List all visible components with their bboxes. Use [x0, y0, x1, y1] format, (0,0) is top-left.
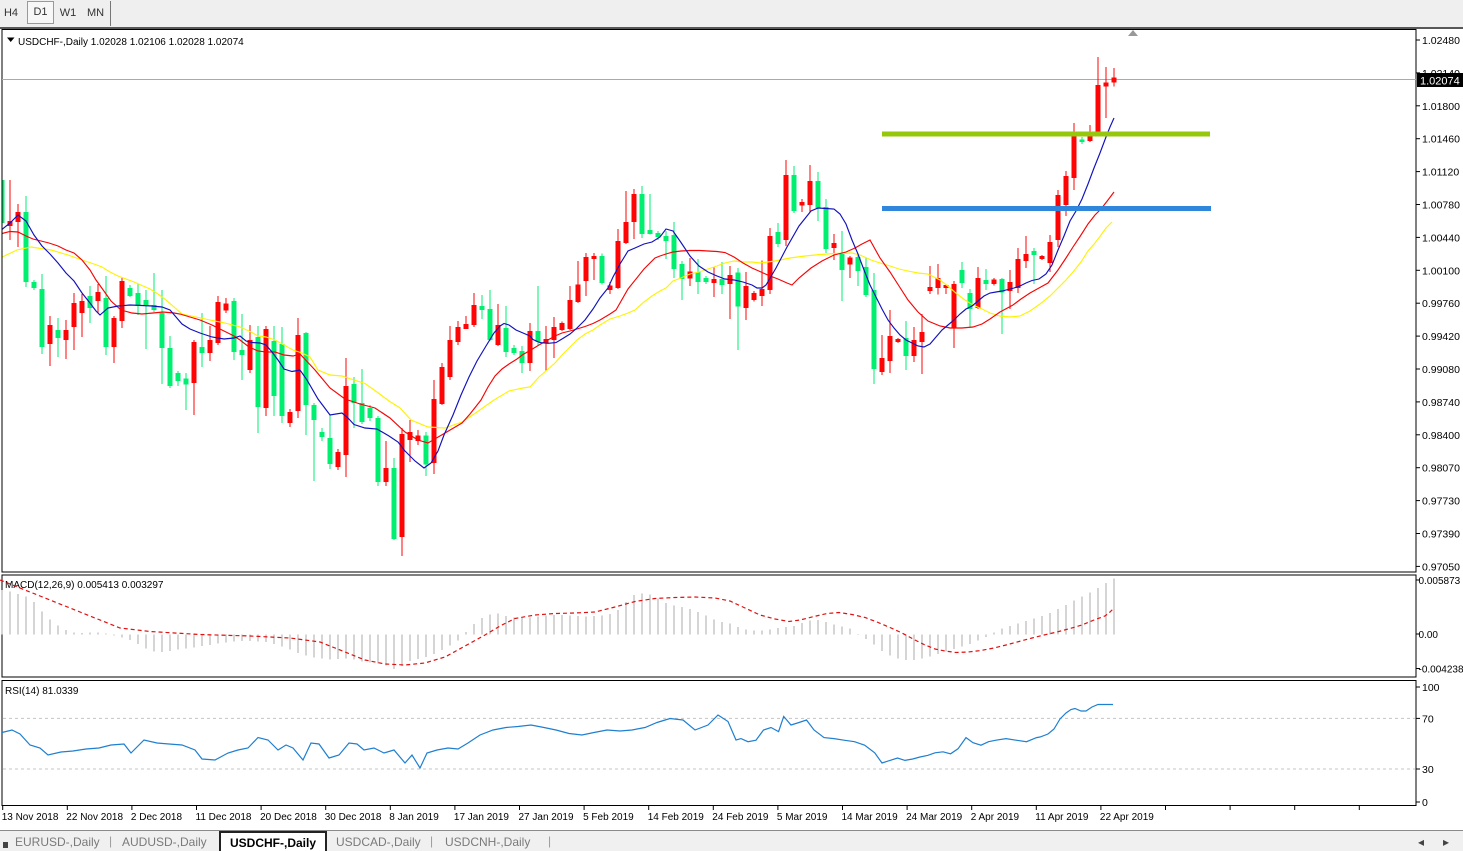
svg-text:0.00: 0.00 — [1419, 630, 1439, 641]
svg-text:27 Jan 2019: 27 Jan 2019 — [519, 812, 574, 823]
svg-text:0.97730: 0.97730 — [1422, 496, 1460, 508]
svg-text:14 Mar 2019: 14 Mar 2019 — [842, 812, 899, 823]
svg-text:0.98070: 0.98070 — [1422, 463, 1460, 475]
svg-text:70: 70 — [1422, 713, 1434, 725]
svg-text:1.02480: 1.02480 — [1422, 35, 1460, 47]
svg-text:0.97050: 0.97050 — [1422, 561, 1460, 573]
svg-text:0.99080: 0.99080 — [1422, 364, 1460, 376]
svg-text:24 Mar 2019: 24 Mar 2019 — [906, 812, 963, 823]
svg-text:RSI(14) 81.0339: RSI(14) 81.0339 — [5, 686, 79, 697]
svg-text:1.00440: 1.00440 — [1422, 232, 1460, 244]
svg-text:13 Nov 2018: 13 Nov 2018 — [2, 812, 59, 823]
svg-text:0.99420: 0.99420 — [1422, 331, 1460, 343]
svg-text:20 Dec 2018: 20 Dec 2018 — [260, 812, 317, 823]
svg-text:1.01120: 1.01120 — [1422, 167, 1459, 179]
svg-text:1.00780: 1.00780 — [1422, 200, 1460, 212]
svg-text:5 Feb 2019: 5 Feb 2019 — [583, 812, 634, 823]
svg-text:2 Dec 2018: 2 Dec 2018 — [131, 812, 183, 823]
svg-text:0: 0 — [1422, 797, 1428, 809]
svg-text:0.005873: 0.005873 — [1419, 576, 1461, 587]
svg-text:MACD(12,26,9) 0.005413 0.00329: MACD(12,26,9) 0.005413 0.003297 — [5, 580, 164, 591]
svg-text:-0.004238: -0.004238 — [1419, 665, 1463, 676]
svg-text:1.01800: 1.01800 — [1422, 101, 1460, 113]
svg-text:8 Jan 2019: 8 Jan 2019 — [389, 812, 439, 823]
svg-text:14 Feb 2019: 14 Feb 2019 — [648, 812, 705, 823]
svg-text:11 Apr 2019: 11 Apr 2019 — [1035, 812, 1089, 823]
svg-text:22 Nov 2018: 22 Nov 2018 — [66, 812, 123, 823]
svg-text:0.99760: 0.99760 — [1422, 298, 1460, 310]
svg-text:11 Dec 2018: 11 Dec 2018 — [196, 812, 252, 823]
svg-text:5 Mar 2019: 5 Mar 2019 — [777, 812, 828, 823]
svg-text:0.98740: 0.98740 — [1422, 397, 1460, 409]
svg-text:1.00100: 1.00100 — [1422, 265, 1460, 277]
svg-text:100: 100 — [1422, 682, 1440, 694]
svg-text:USDCHF-,Daily 1.02028 1.02106: USDCHF-,Daily 1.02028 1.02106 1.02028 1.… — [18, 37, 244, 48]
svg-text:1.02074: 1.02074 — [1420, 76, 1460, 88]
svg-text:17 Jan 2019: 17 Jan 2019 — [454, 812, 509, 823]
svg-text:30 Dec 2018: 30 Dec 2018 — [325, 812, 382, 823]
svg-text:1.01460: 1.01460 — [1422, 134, 1460, 146]
svg-text:22 Apr 2019: 22 Apr 2019 — [1100, 812, 1154, 823]
svg-text:24 Feb 2019: 24 Feb 2019 — [712, 812, 769, 823]
svg-text:2 Apr 2019: 2 Apr 2019 — [971, 812, 1020, 823]
svg-text:30: 30 — [1422, 764, 1434, 776]
svg-text:0.97390: 0.97390 — [1422, 529, 1460, 541]
svg-text:0.98400: 0.98400 — [1422, 430, 1460, 442]
